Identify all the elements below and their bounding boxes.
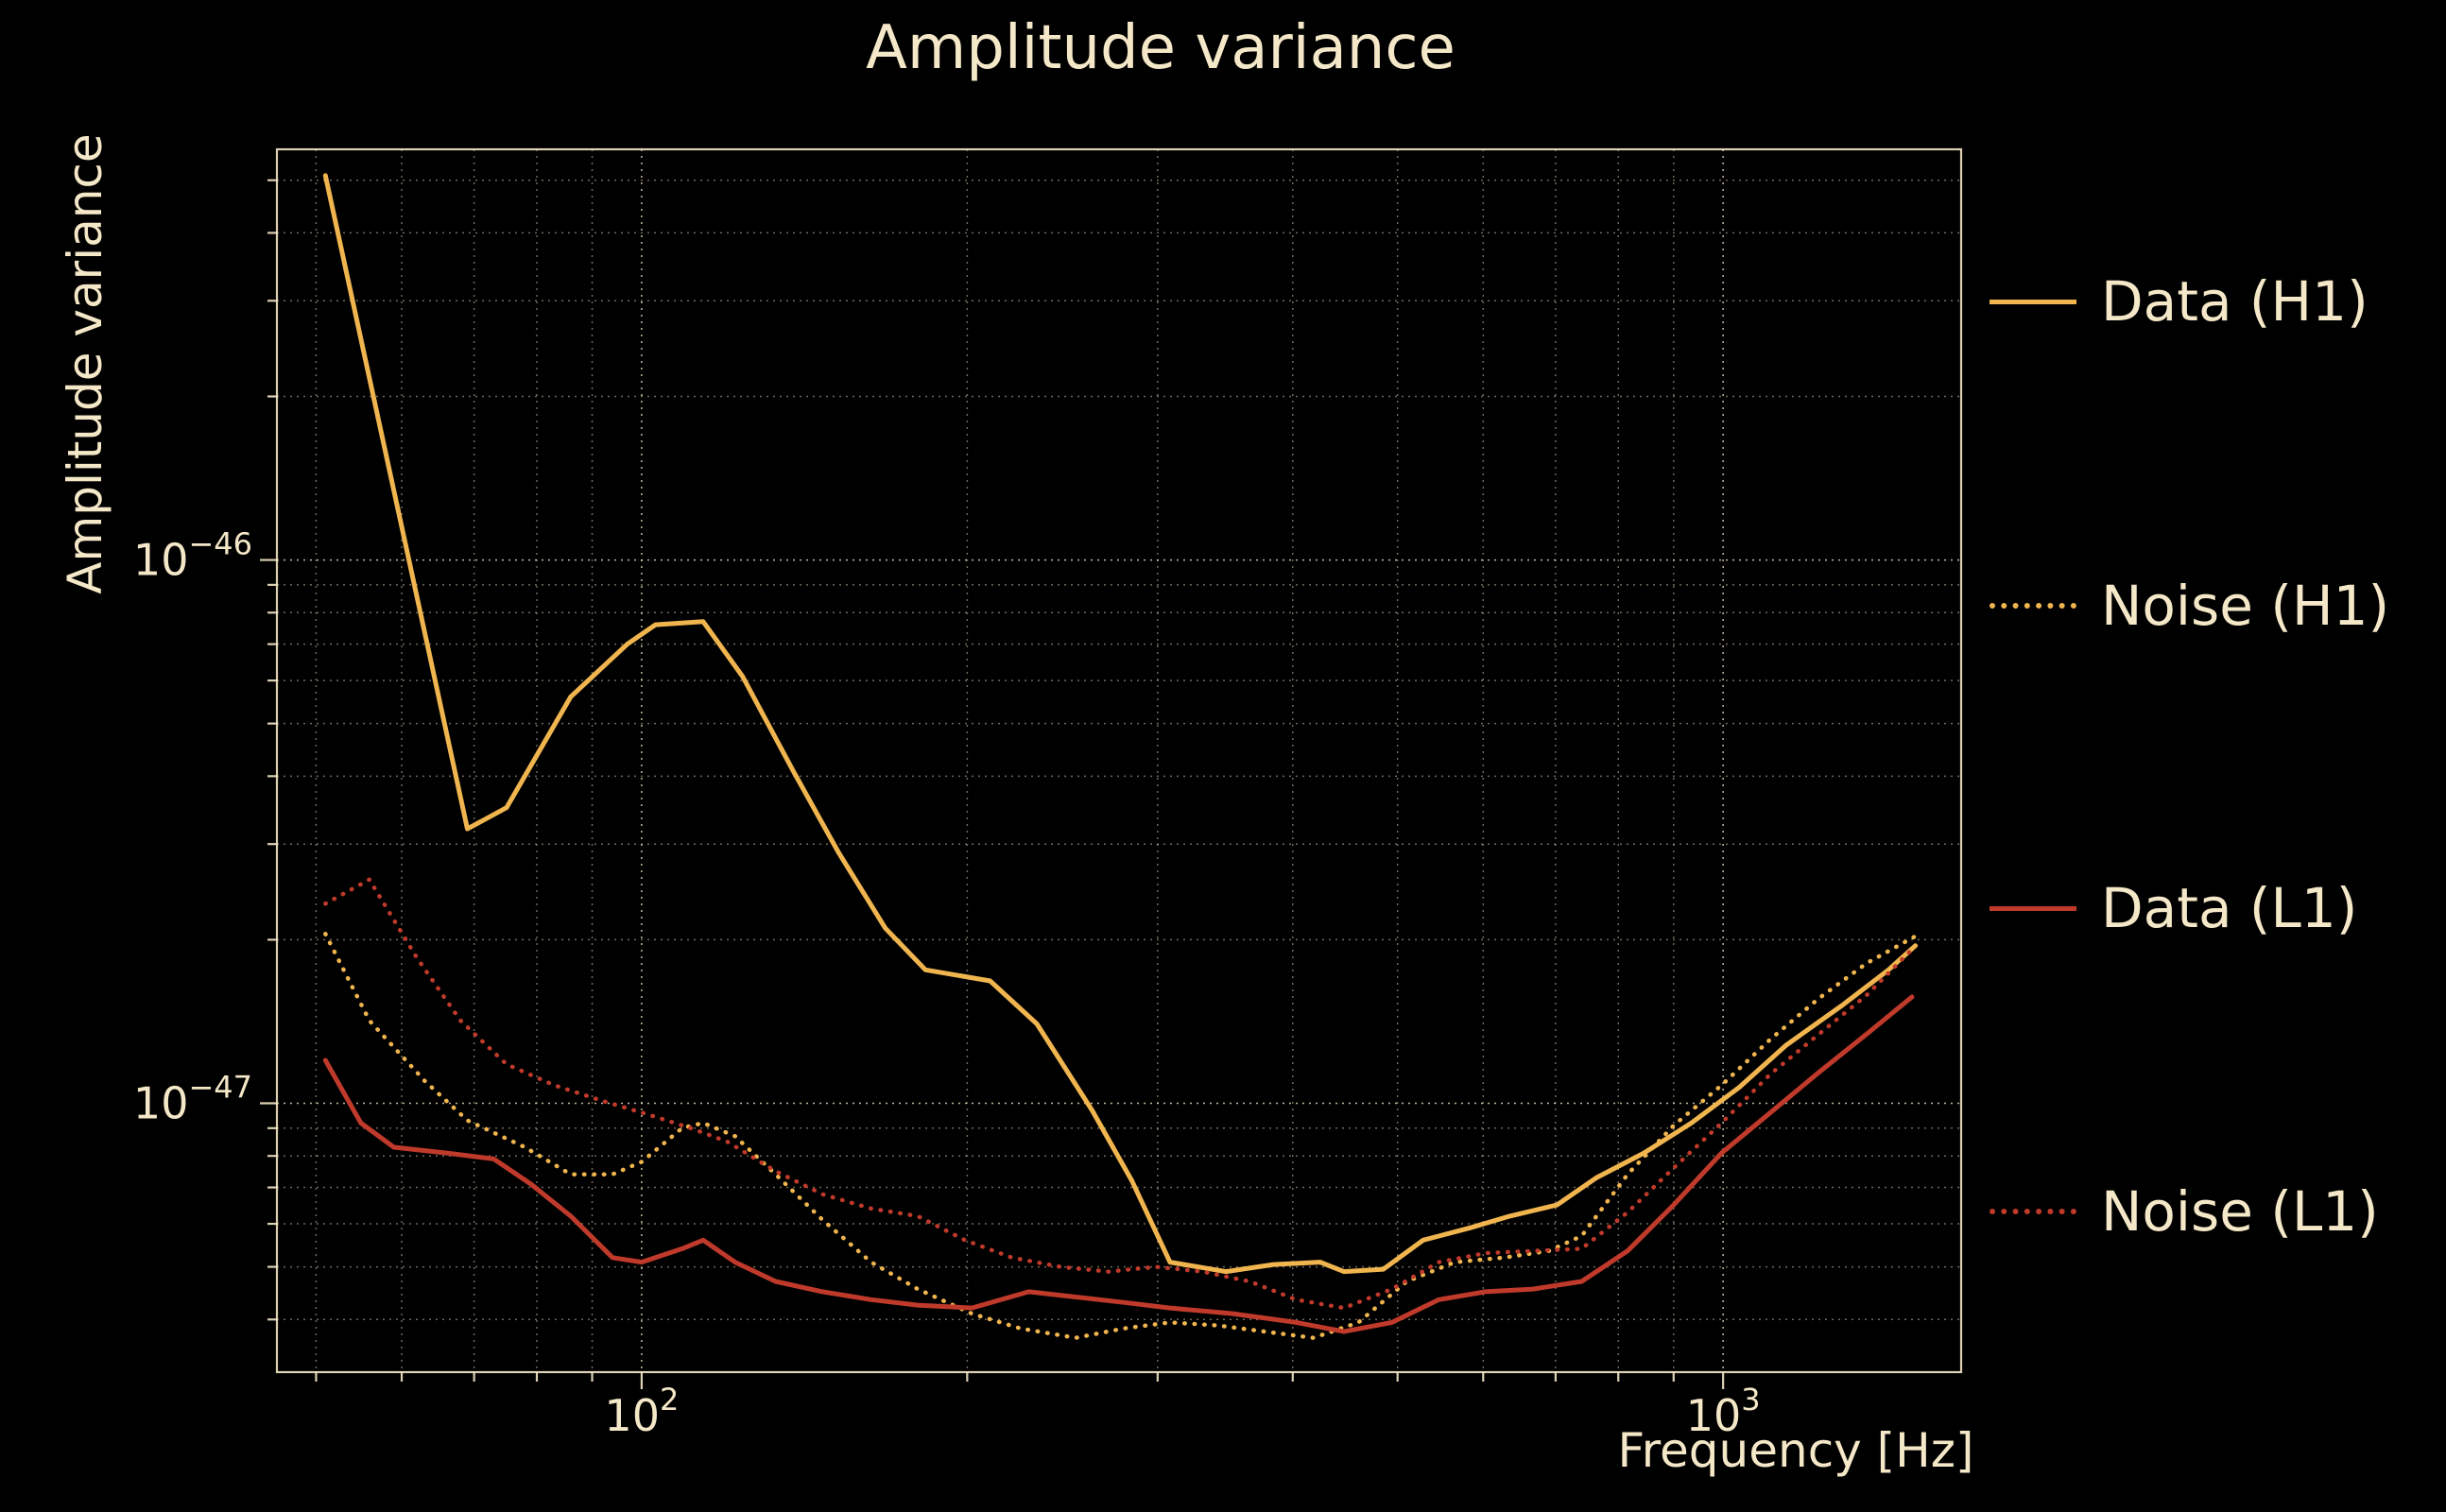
tick-labels: 102 103 10−46 10−47 [133, 526, 1761, 1441]
legend-label-noise-l1: Noise (L1) [2101, 1179, 2379, 1244]
legend-item-noise-h1: Noise (H1) [1990, 574, 2389, 638]
y-axis-label: Amplitude variance [58, 133, 112, 594]
legend-item-data-h1: Data (H1) [1990, 269, 2368, 334]
svg-text:102: 102 [604, 1382, 679, 1441]
legend-line-sample-noise-h1 [1990, 603, 2076, 609]
legend-line-sample-noise-l1 [1990, 1209, 2076, 1214]
legend-item-data-l1: Data (L1) [1990, 876, 2357, 940]
series-noise-l1- [323, 877, 1915, 1311]
legend-label-noise-h1: Noise (H1) [2101, 574, 2390, 638]
x-axis-label: Frequency [Hz] [1617, 1423, 1974, 1478]
legend-label-data-l1: Data (L1) [2101, 876, 2358, 940]
legend-line-sample-data-l1 [1990, 905, 2076, 911]
legend-label-data-h1: Data (H1) [2101, 269, 2368, 334]
svg-text:103: 103 [1686, 1382, 1761, 1441]
legend-line-sample-data-h1 [1990, 299, 2076, 304]
grid [277, 149, 1961, 1372]
series-noise-h1- [323, 932, 1918, 1340]
svg-text:10−46: 10−46 [133, 526, 252, 586]
svg-text:10−47: 10−47 [133, 1069, 252, 1128]
axis-ticks [260, 179, 1725, 1389]
series-data-l1- [322, 994, 1915, 1334]
chart-title: Amplitude variance [866, 13, 1456, 83]
series-data-h1- [322, 173, 1919, 1275]
legend-item-noise-l1: Noise (L1) [1990, 1179, 2379, 1244]
axes-frame [275, 147, 1963, 1374]
